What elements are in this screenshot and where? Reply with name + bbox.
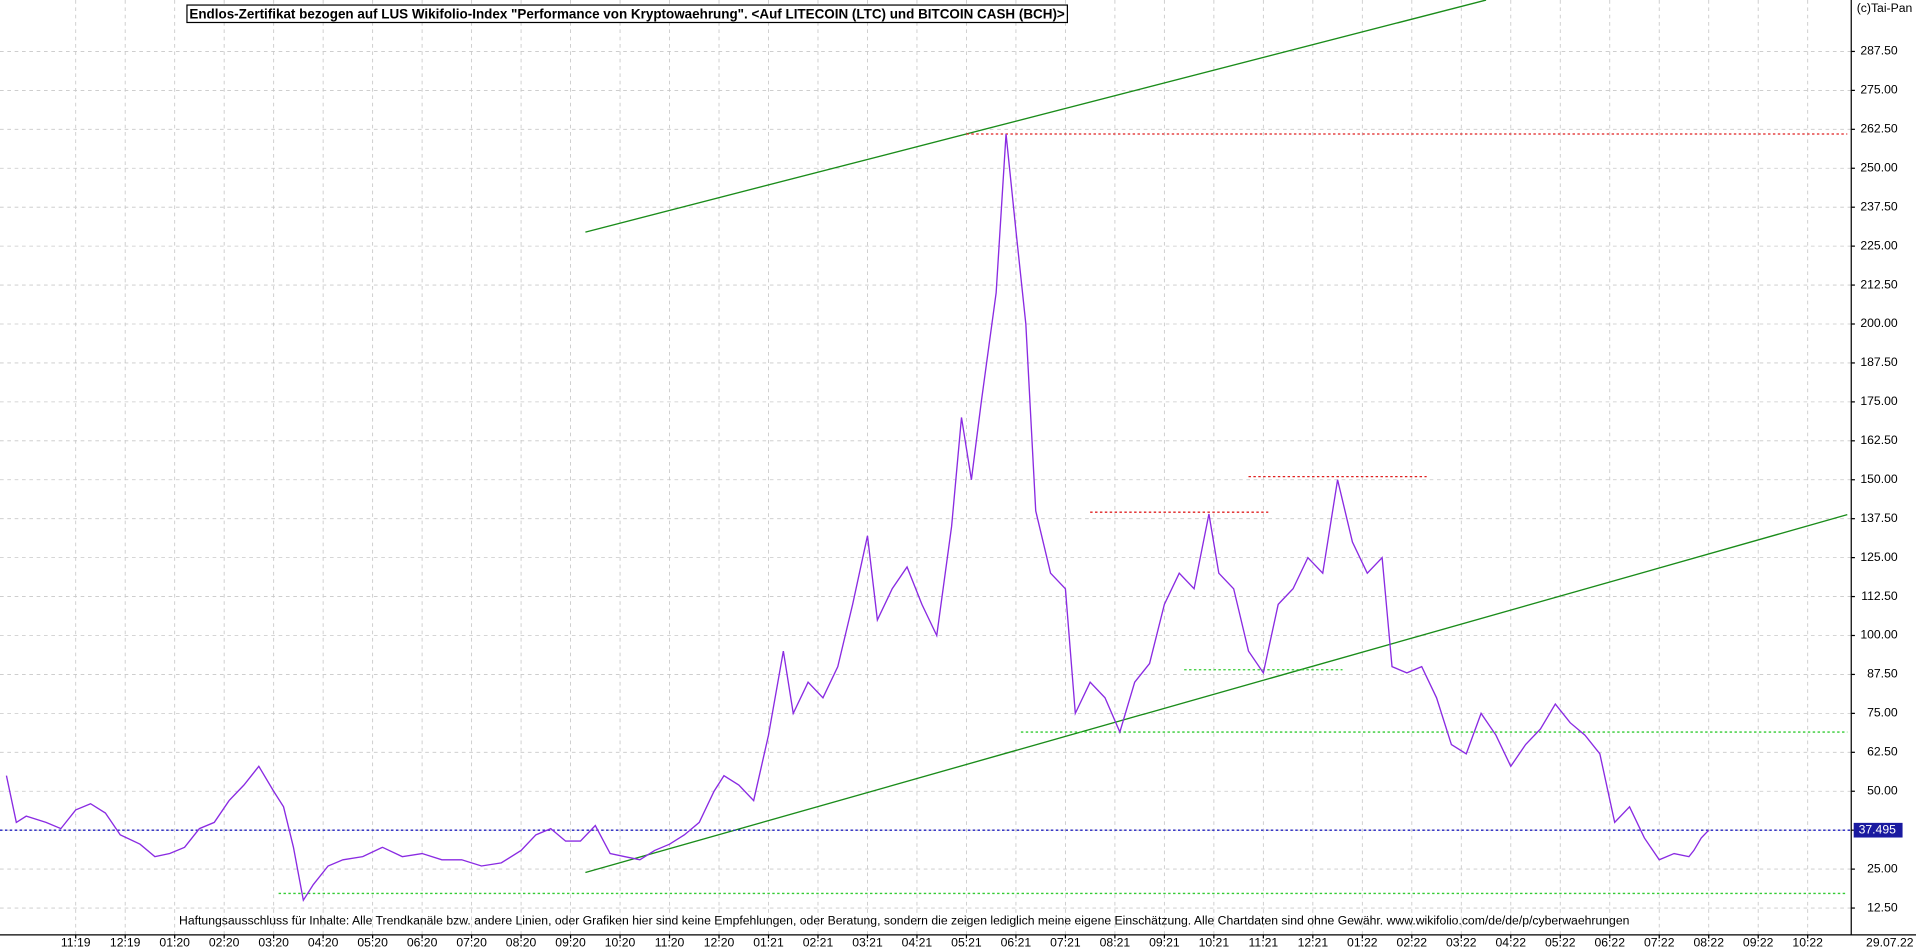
y-tick-label: 137.50 bbox=[1860, 511, 1898, 525]
y-tick-label: 275.00 bbox=[1860, 83, 1898, 97]
price-line bbox=[5, 133, 1710, 903]
y-tick-label: 62.50 bbox=[1867, 745, 1898, 759]
y-tick-label: 200.00 bbox=[1860, 316, 1898, 330]
date-label: 29.07.22 bbox=[1866, 936, 1914, 950]
x-tick-label: 02:22 bbox=[1397, 936, 1428, 950]
x-tick-label: 05:20 bbox=[357, 936, 388, 950]
y-tick-label: 225.00 bbox=[1860, 238, 1898, 252]
grid bbox=[0, 0, 1852, 935]
x-tick-label: 12:19 bbox=[110, 936, 141, 950]
x-tick-label: 04:20 bbox=[308, 936, 339, 950]
axes: 12.5025.0037.5050.0062.5075.0087.50100.0… bbox=[61, 44, 1903, 950]
x-tick-label: 02:21 bbox=[803, 936, 834, 950]
y-tick-label: 250.00 bbox=[1860, 160, 1898, 174]
x-tick-label: 08:21 bbox=[1100, 936, 1131, 950]
x-tick-label: 04:22 bbox=[1496, 936, 1527, 950]
x-tick-label: 09:21 bbox=[1149, 936, 1180, 950]
y-tick-label: 112.50 bbox=[1861, 589, 1898, 603]
y-tick-label: 287.50 bbox=[1860, 44, 1898, 58]
x-tick-label: 07:20 bbox=[456, 936, 487, 950]
x-tick-label: 07:21 bbox=[1050, 936, 1081, 950]
x-tick-label: 05:21 bbox=[951, 936, 982, 950]
x-tick-label: 08:22 bbox=[1693, 936, 1724, 950]
y-tick-label: 212.50 bbox=[1860, 277, 1898, 291]
y-tick-label: 187.50 bbox=[1860, 355, 1898, 369]
y-tick-label: 25.00 bbox=[1867, 861, 1898, 875]
x-tick-label: 11:20 bbox=[655, 936, 685, 950]
y-tick-label: 262.50 bbox=[1860, 122, 1898, 136]
x-tick-label: 09:22 bbox=[1743, 936, 1774, 950]
title-box bbox=[186, 4, 1068, 24]
chart-title: Endlos-Zertifikat bezogen auf LUS Wikifo… bbox=[189, 6, 1065, 21]
x-tick-label: 04:21 bbox=[902, 936, 933, 950]
x-tick-label: 03:20 bbox=[258, 936, 289, 950]
x-tick-label: 12:20 bbox=[704, 936, 735, 950]
y-tick-label: 12.50 bbox=[1867, 900, 1898, 914]
plot-area bbox=[0, 0, 1852, 903]
x-tick-label: 11:19 bbox=[61, 936, 91, 950]
x-tick-label: 02:20 bbox=[209, 936, 240, 950]
x-tick-label: 03:22 bbox=[1446, 936, 1477, 950]
trendline bbox=[585, 513, 1848, 874]
x-tick-label: 07:22 bbox=[1644, 936, 1675, 950]
x-tick-label: 01:22 bbox=[1347, 936, 1378, 950]
x-tick-label: 11:21 bbox=[1249, 936, 1279, 950]
y-tick-label: 175.00 bbox=[1860, 394, 1898, 408]
y-tick-label: 237.50 bbox=[1860, 199, 1898, 213]
x-tick-label: 05:22 bbox=[1545, 936, 1576, 950]
x-tick-label: 10:22 bbox=[1792, 936, 1823, 950]
y-tick-label: 87.50 bbox=[1867, 667, 1898, 681]
y-tick-label: 150.00 bbox=[1860, 472, 1898, 486]
y-tick-label: 162.50 bbox=[1860, 433, 1898, 447]
x-tick-label: 06:21 bbox=[1001, 936, 1032, 950]
x-tick-label: 10:20 bbox=[605, 936, 636, 950]
x-tick-label: 03:21 bbox=[852, 936, 883, 950]
y-tick-label: 100.00 bbox=[1860, 628, 1898, 642]
y-tick-label: 75.00 bbox=[1867, 706, 1898, 720]
y-tick-label: 50.00 bbox=[1867, 783, 1898, 797]
x-tick-label: 06:20 bbox=[407, 936, 438, 950]
x-tick-label: 01:20 bbox=[159, 936, 190, 950]
last-value-box bbox=[1853, 822, 1903, 838]
last-value-label: 37.495 bbox=[1859, 822, 1897, 836]
x-tick-label: 10:21 bbox=[1199, 936, 1230, 950]
x-tick-label: 06:22 bbox=[1594, 936, 1625, 950]
x-tick-label: 01:21 bbox=[753, 936, 784, 950]
x-tick-label: 12:21 bbox=[1298, 936, 1329, 950]
y-tick-label: 125.00 bbox=[1860, 550, 1898, 564]
x-tick-label: 08:20 bbox=[506, 936, 537, 950]
x-tick-label: 09:20 bbox=[555, 936, 586, 950]
disclaimer: Haftungsausschluss für Inhalte: Alle Tre… bbox=[179, 914, 1629, 928]
copyright: (c)Tai-Pan bbox=[1857, 1, 1913, 15]
trendline bbox=[585, 0, 1487, 233]
